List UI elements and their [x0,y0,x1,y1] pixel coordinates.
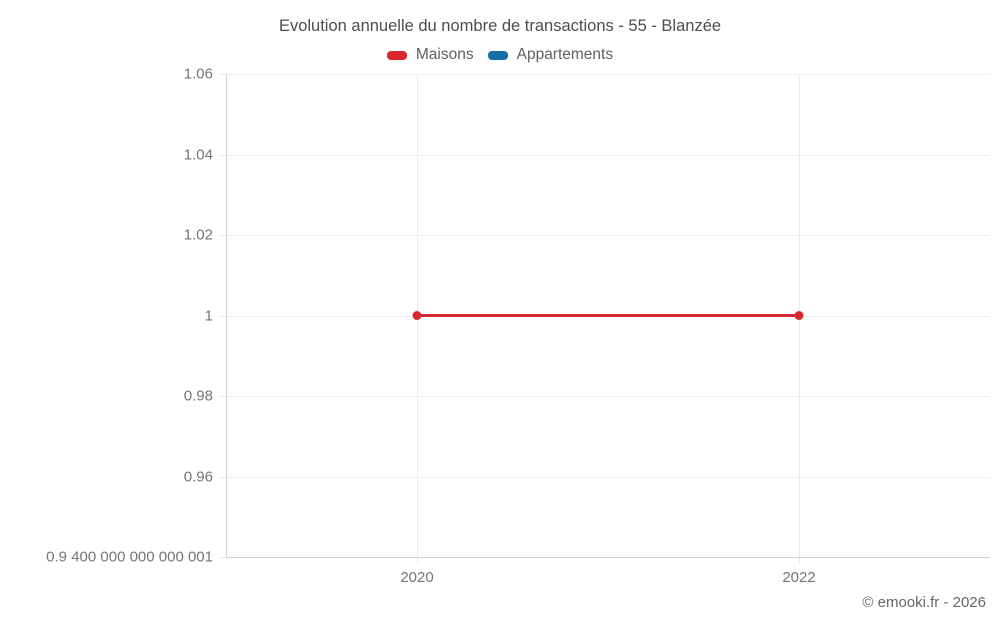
y-tick-label: 0.96 [183,468,213,485]
y-tick-label: 1.04 [183,146,213,163]
x-axis-line [226,557,990,558]
gridline-horizontal [219,396,990,397]
credit-text: © emooki.fr - 2026 [862,594,986,611]
x-tick-label: 2020 [400,569,434,586]
y-tick-label: 1.06 [183,65,213,83]
legend-label: Appartements [516,46,614,63]
y-axis-line [226,74,227,557]
legend-item-appartements[interactable]: Appartements [487,46,614,64]
legend-swatch-appartements [487,50,508,60]
gridline-horizontal [219,476,990,478]
y-tick-label: 1.02 [183,226,213,244]
legend-label: Maisons [415,46,474,63]
chart-title: Evolution annuelle du nombre de transact… [278,17,722,35]
x-tick-label: 2022 [782,569,816,586]
gridline-horizontal [219,74,990,75]
chart-legend: Maisons Appartements [0,46,1000,64]
y-tick-label: 1 [204,307,213,324]
gridline-horizontal [219,235,990,236]
legend-swatch-maisons [386,50,407,60]
gridline-horizontal [219,154,990,156]
y-tick-label: 0.9 400 000 000 000 001 [46,548,213,566]
series-layer [412,311,804,320]
legend-item-maisons[interactable]: Maisons [386,46,474,64]
data-point-maisons[interactable] [794,311,804,320]
data-point-maisons[interactable] [412,311,422,320]
y-tick-label: 0.98 [183,387,213,405]
